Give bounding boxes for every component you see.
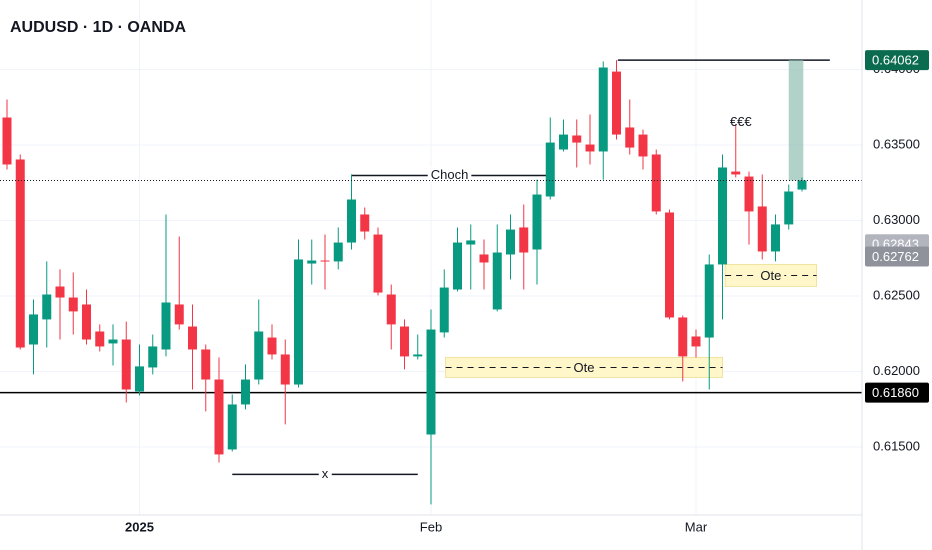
candle-body [294, 259, 303, 385]
candle-body [2, 117, 12, 165]
candle-body [254, 331, 264, 380]
overlays: €€€ [0, 114, 862, 181]
segment-label: x [322, 466, 329, 481]
candle-body [15, 159, 25, 348]
chart-title: AUDUSD · 1D · OANDA [10, 19, 186, 36]
candle-body [744, 176, 754, 212]
price-label: 0.61860 [872, 385, 919, 400]
price-label: 0.64062 [872, 53, 919, 68]
ote-label-bg [757, 265, 785, 286]
candles [2, 60, 807, 505]
candle-body [718, 167, 727, 265]
drawings: Ote Ote Choch x [0, 59, 862, 481]
segment-label-bg [318, 465, 332, 481]
candle-body [784, 191, 794, 225]
candle-body [731, 171, 741, 175]
candle-body [68, 297, 78, 312]
candle-body [42, 294, 52, 320]
candle-body [559, 134, 568, 150]
x-tick-label: 2025 [125, 519, 154, 534]
candle-body [665, 212, 674, 318]
candle-body [625, 127, 635, 148]
ote-label: Ote [760, 268, 781, 283]
ote-label: Ote [574, 360, 595, 375]
candle-body [241, 379, 250, 405]
candle-body [771, 224, 780, 252]
candle-body [545, 142, 555, 197]
candle-body [466, 240, 476, 245]
candle-body [148, 346, 158, 368]
candle-body [651, 154, 661, 212]
y-tick-label: 0.63000 [873, 212, 920, 227]
y-tick-label: 0.63500 [873, 136, 920, 151]
candle-body [161, 302, 171, 350]
candle-body [333, 242, 343, 262]
candle-body [572, 135, 582, 143]
candle-body [108, 339, 118, 344]
candle-body [704, 264, 714, 338]
candle-body [214, 379, 224, 455]
candle-body [439, 287, 449, 333]
price-label-box [865, 50, 929, 71]
candle-body [121, 339, 131, 390]
candle-body [519, 227, 529, 253]
candle-body [95, 331, 105, 347]
candle-body [201, 349, 211, 380]
candle-body [29, 314, 38, 345]
candle-body [757, 206, 767, 252]
candle-body [400, 326, 409, 357]
candle-body [307, 260, 317, 264]
candle-body [188, 326, 197, 350]
segment-label: Choch [431, 167, 469, 182]
candle-body [532, 194, 542, 250]
y-tick-label: 0.62500 [873, 287, 920, 302]
candle-body [691, 336, 701, 347]
candle-body [413, 354, 423, 357]
candle-body [347, 199, 356, 243]
candle-body [82, 304, 91, 340]
candle-body [612, 71, 621, 135]
candle-body [373, 234, 383, 293]
candle-body [506, 229, 515, 255]
price-label-box [865, 246, 929, 267]
candle-body [638, 134, 648, 157]
y-tick-label: 0.62000 [873, 363, 920, 378]
position-box [788, 60, 804, 181]
price-label: 0.62762 [872, 249, 919, 264]
candle-body [797, 180, 807, 190]
candle-body [492, 252, 502, 310]
candle-body [453, 242, 462, 290]
candle-body [386, 294, 396, 325]
candle-body [479, 254, 489, 263]
ote-label-bg [570, 358, 598, 377]
x-tick-label: Mar [685, 519, 708, 534]
candle-body [360, 214, 370, 232]
candle-body [227, 404, 237, 450]
candle-body [426, 329, 436, 435]
candle-body [55, 286, 65, 298]
candle-body [598, 67, 608, 152]
candle-body [135, 366, 144, 392]
candle-body [585, 144, 595, 152]
candle-body [267, 337, 277, 355]
segment-label-bg [427, 166, 472, 182]
candle-body [280, 354, 290, 385]
note-text: €€€ [730, 114, 752, 129]
candle-body [174, 304, 184, 325]
candle-body [678, 317, 688, 357]
x-tick-label: Feb [420, 519, 442, 534]
candle-body [320, 260, 330, 262]
y-tick-label: 0.61500 [873, 438, 920, 453]
price-label-box [865, 382, 929, 403]
